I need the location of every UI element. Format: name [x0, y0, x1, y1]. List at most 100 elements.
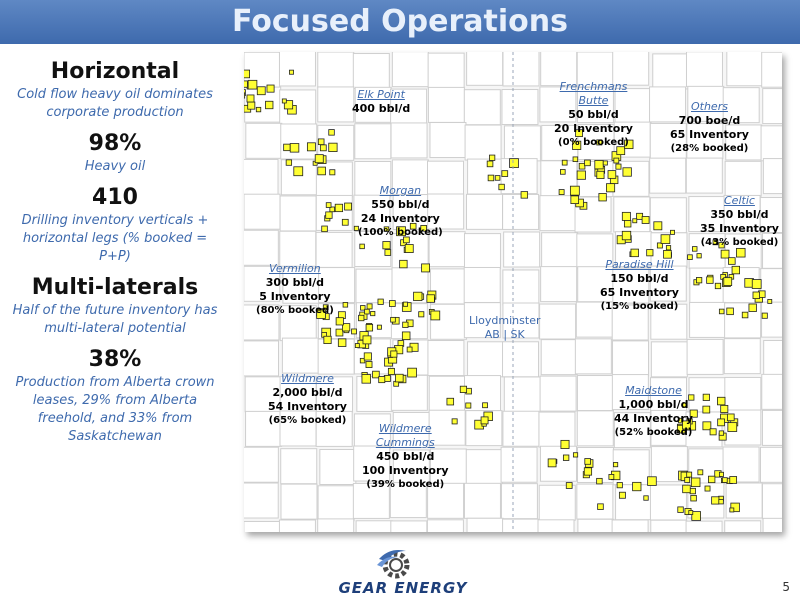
township-cell [392, 449, 430, 486]
township-cell [724, 376, 762, 413]
gear-energy-logo: GEAR ENERGY [318, 545, 488, 597]
area-name[interactable]: Frenchmans [559, 80, 628, 93]
township-cell [503, 376, 541, 413]
township-cell [540, 339, 578, 376]
area-production: 2,000 bbl/d [272, 386, 343, 399]
land-parcel [399, 259, 408, 269]
land-parcel [306, 142, 316, 152]
area-name[interactable]: Vermilion [269, 262, 321, 275]
land-parcel [387, 367, 395, 375]
land-parcel [708, 475, 716, 484]
area-name[interactable]: Wildmere [378, 422, 432, 435]
area-name-2[interactable]: Cummings [375, 436, 435, 449]
area-name[interactable]: Paradise Hill [605, 258, 674, 271]
area-name[interactable]: Celtic [724, 194, 755, 207]
area-name[interactable]: Wildmere [281, 372, 334, 385]
land-parcel [383, 226, 390, 232]
area-maidstone: Maidstone 1,000 bbl/d 44 Inventory (52% … [614, 384, 693, 440]
land-parcel [687, 254, 693, 260]
land-parcel [718, 308, 725, 315]
land-parcel [751, 279, 762, 289]
land-parcel [578, 162, 586, 170]
land-parcel [365, 324, 374, 332]
land-parcel [285, 159, 293, 166]
township-cell [429, 122, 467, 159]
area-frenchmans-butte: Frenchmans Butte 50 bbl/d 20 Inventory (… [554, 80, 633, 150]
land-parcel [630, 248, 639, 258]
land-parcel [265, 100, 274, 110]
land-parcel [501, 170, 509, 177]
land-parcel [727, 422, 738, 432]
land-parcel [647, 476, 657, 486]
township-cell [502, 341, 540, 378]
stat-value: 410 [92, 185, 138, 210]
township-cell [539, 445, 577, 482]
area-production: 350 bbl/d [710, 208, 769, 221]
land-parcel [482, 402, 488, 409]
land-parcel [560, 169, 566, 175]
land-parcel [289, 143, 300, 153]
area-booked: (52% booked) [614, 427, 693, 438]
land-parcel [319, 144, 327, 152]
land-parcel [244, 92, 246, 99]
township-cell [244, 446, 279, 483]
land-parcel [718, 471, 724, 477]
township-cell [761, 483, 782, 520]
land-parcel [335, 317, 344, 326]
land-parcel [596, 139, 603, 146]
land-parcel [726, 413, 735, 422]
township-cell [686, 338, 724, 375]
area-name[interactable]: Others [690, 100, 728, 113]
land-parcel [378, 376, 386, 384]
land-parcel [446, 397, 455, 406]
township-cell [353, 194, 391, 231]
land-parcel [663, 250, 672, 259]
area-name[interactable]: Maidstone [625, 384, 682, 397]
township-cell [245, 122, 283, 159]
area-name-2[interactable]: Butte [578, 94, 609, 107]
township-cell [352, 53, 390, 90]
land-parcel [366, 303, 373, 310]
page-title: Focused Operations [232, 4, 568, 39]
township-cell [762, 158, 782, 195]
township-cell [502, 302, 540, 339]
township-cell [428, 409, 466, 446]
township-cell [318, 267, 356, 304]
township-cell [316, 376, 354, 413]
land-parcel [729, 476, 738, 484]
area-name[interactable]: Morgan [379, 184, 422, 197]
land-parcel [409, 222, 417, 230]
land-parcel [646, 249, 654, 257]
township-cell [354, 123, 392, 160]
township-cell [724, 160, 762, 197]
township-cell [761, 409, 782, 446]
township-cell [760, 125, 782, 162]
land-parcel [697, 469, 704, 476]
township-cell [317, 518, 355, 532]
township-cell [278, 519, 316, 532]
land-parcel [565, 482, 573, 489]
stat-value: Multi-laterals [31, 275, 199, 300]
township-cell [611, 374, 649, 411]
land-parcel [359, 243, 365, 250]
area-name[interactable]: Elk Point [357, 88, 405, 101]
land-parcel [244, 80, 248, 88]
township-cell [430, 303, 468, 340]
area-booked: (43% booked) [700, 237, 779, 248]
land-parcel [377, 298, 384, 305]
township-cell [649, 265, 687, 302]
area-others: Others 700 boe/d 65 Inventory (28% booke… [670, 100, 749, 156]
land-parcel [688, 510, 694, 515]
area-production: 1,000 bbl/d [618, 398, 689, 411]
township-cell [726, 52, 764, 87]
land-parcel [615, 163, 622, 170]
township-cell [464, 124, 502, 161]
township-cell [244, 158, 279, 195]
land-parcel [682, 402, 688, 408]
land-parcel [689, 487, 696, 495]
township-cell [501, 89, 539, 126]
land-parcel [560, 439, 570, 449]
township-cell [685, 157, 723, 194]
area-vermilion: Vermilion 300 bbl/d 5 Inventory (80% boo… [256, 262, 334, 318]
township-cell [466, 517, 504, 532]
